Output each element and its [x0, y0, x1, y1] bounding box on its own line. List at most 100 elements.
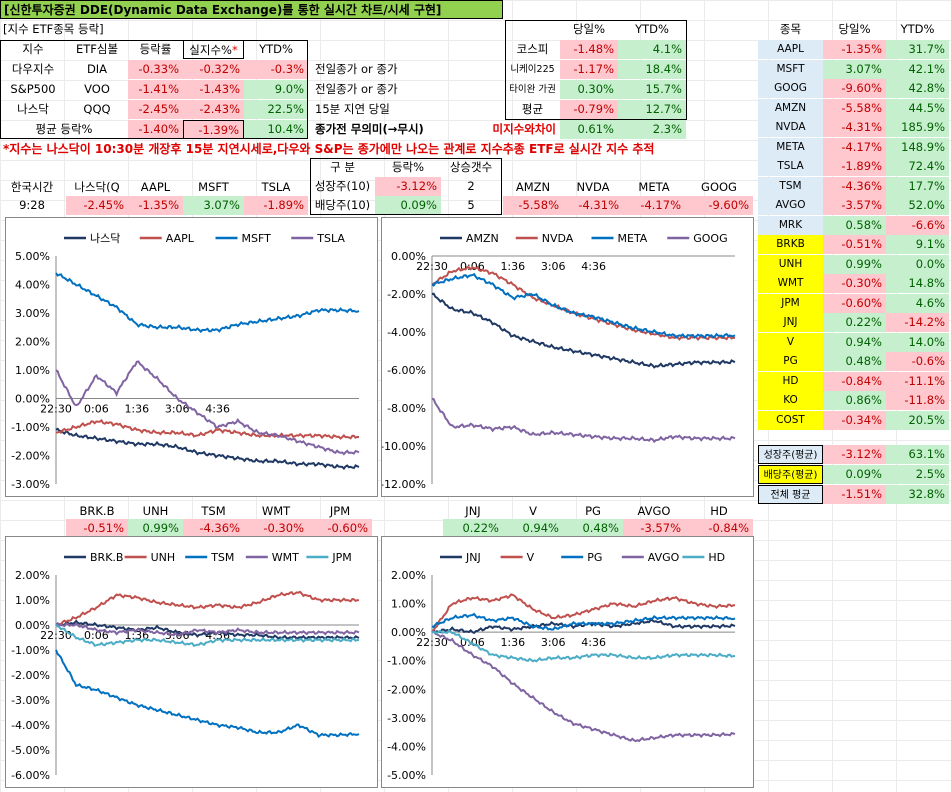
- legend-label: V: [527, 551, 535, 564]
- series-line-UNH: [55, 590, 360, 626]
- x-tick-label: 3:06: [165, 403, 190, 416]
- stock-summary-day: 0.09%: [823, 465, 886, 484]
- stock-day: -0.30%: [823, 274, 886, 293]
- strip3-name: BRK.B: [79, 504, 115, 518]
- stock-name: AMZN: [758, 98, 823, 118]
- legend-label: AAPL: [166, 232, 195, 245]
- index-avg-change: -1.40%: [128, 120, 183, 139]
- series-line-WMT: [55, 621, 360, 637]
- x-tick-label: 1:36: [500, 636, 525, 649]
- chart-nasdaq-mega[interactable]: 5.00% 4.00% 3.00% 2.00% 1.00% 0.00% -1.00% -2.0…: [5, 217, 378, 497]
- stock-ytd: 14.8%: [886, 274, 949, 293]
- korea-diff-label: 미지수와차이: [492, 122, 556, 136]
- series-line-GOOG: [431, 397, 736, 444]
- y-tick-label: 2.00%: [15, 569, 50, 582]
- legend-label: HD: [708, 551, 725, 564]
- stock-ytd: 9.1%: [886, 235, 949, 254]
- stock-ytd: -11.8%: [886, 391, 949, 410]
- stock-ytd: 17.7%: [886, 176, 949, 196]
- chart-dividend-2[interactable]: 2.00% 1.00% 0.00% -1.00% -2.00% -3.00% -4.00% -…: [381, 536, 754, 788]
- stock-day: 0.99%: [823, 254, 886, 274]
- series-line-MSFT: [55, 272, 360, 334]
- stock-ytd: 72.4%: [886, 157, 949, 176]
- korea-ytd: 15.7%: [618, 80, 686, 99]
- stock-ytd: 42.1%: [886, 59, 949, 79]
- stock-name: TSM: [758, 176, 823, 196]
- stock-day: 0.48%: [823, 352, 886, 371]
- legend-label: AMZN: [466, 232, 499, 245]
- korea-day: -0.79%: [560, 100, 618, 119]
- stock-name: GOOG: [758, 79, 823, 98]
- x-tick-label: 22:30: [416, 636, 448, 649]
- legend-label: BRK.B: [90, 551, 123, 564]
- index-header: ETF심볼: [75, 42, 119, 56]
- y-tick-label: -2.00%: [387, 683, 426, 696]
- index-avg-ytd: 10.4%: [244, 120, 308, 139]
- stock-summary-name: 배당주(평균): [758, 465, 823, 484]
- y-tick-label: 0.00%: [391, 626, 426, 639]
- strip3-value: -0.60%: [308, 519, 372, 538]
- index-caption: [지수 ETF종목 등락]: [3, 22, 104, 36]
- chart-growth[interactable]: 0.00% -2.00% -4.00% -6.00% -8.00% -10.00% -12.…: [381, 217, 754, 497]
- series-line-AAPL: [55, 418, 360, 440]
- x-tick-label: 3:06: [541, 636, 566, 649]
- korea-ytd: 4.1%: [618, 40, 686, 59]
- stock-name: KO: [758, 391, 823, 410]
- korea-diff-ytd: 2.3%: [618, 120, 686, 139]
- index-change: -2.45%: [128, 100, 183, 119]
- index-etf: VOO: [84, 82, 110, 96]
- y-tick-label: 5.00%: [15, 250, 50, 263]
- x-tick-label: 0:06: [84, 629, 109, 642]
- strip3-name: TSM: [201, 504, 226, 518]
- strip4-value: 0.22%: [443, 519, 503, 538]
- strip4-name: AVGO: [637, 504, 671, 518]
- korea-day: 0.30%: [560, 80, 618, 99]
- legend-label: GOOG: [693, 232, 727, 245]
- stock-ytd: 14.0%: [886, 332, 949, 352]
- strip3-name: UNH: [142, 504, 169, 518]
- series-line-PG: [431, 612, 736, 631]
- stock-day: -4.36%: [823, 176, 886, 196]
- y-tick-label: -10.00%: [382, 440, 426, 453]
- y-tick-label: -1.00%: [387, 655, 426, 668]
- y-tick-label: 0.00%: [15, 393, 50, 406]
- korea-name: 타이완 가권: [509, 84, 556, 95]
- y-tick-label: 4.00%: [15, 279, 50, 292]
- x-tick-label: 22:30: [416, 260, 448, 273]
- index-avg-note: 종가전 무의미(→무시): [315, 122, 424, 136]
- stock-day: -0.84%: [823, 371, 886, 391]
- index-real: -2.43%: [183, 100, 244, 119]
- gd-name: 성장주(10): [314, 179, 371, 193]
- index-change: -1.41%: [128, 80, 183, 99]
- korea-ytd: 18.4%: [618, 60, 686, 79]
- stock-ytd: 44.5%: [886, 98, 949, 118]
- strip1-value: 3.07%: [183, 196, 244, 215]
- strip1-name: MSFT: [198, 180, 229, 194]
- stock-name: TSLA: [758, 157, 823, 176]
- stock-day: -4.31%: [823, 118, 886, 137]
- strip1-name: 나스닥(Q: [74, 180, 120, 194]
- y-tick-label: -12.00%: [382, 478, 426, 491]
- y-tick-label: -4.00%: [387, 740, 426, 753]
- stock-ytd: 20.5%: [886, 410, 949, 430]
- series-line-AMZN: [431, 292, 736, 369]
- strip2-name: META: [638, 180, 670, 194]
- chart-dividend-1[interactable]: 2.00% 1.00% 0.00% -1.00% -2.00% -3.00% -4.00% -…: [5, 536, 378, 788]
- gd-change: 0.09%: [375, 196, 441, 215]
- stock-name: META: [758, 137, 823, 157]
- index-name: S&P500: [10, 82, 56, 96]
- series-line-JPM: [55, 624, 360, 648]
- y-tick-label: -2.00%: [11, 450, 50, 463]
- series-line-JNJ: [431, 618, 736, 635]
- legend-label: WMT: [272, 551, 299, 564]
- x-tick-label: 1:36: [124, 403, 149, 416]
- stock-day: -0.51%: [823, 235, 886, 254]
- stock-name: BRKB: [758, 235, 823, 254]
- y-tick-label: 2.00%: [391, 569, 426, 582]
- stock-day: -3.57%: [823, 196, 886, 215]
- index-real: -0.32%: [183, 60, 244, 79]
- stock-ytd: 0.0%: [886, 254, 949, 274]
- strip2-name: NVDA: [576, 180, 610, 194]
- korea-time-value: 9:28: [19, 198, 45, 212]
- strip1-name: TSLA: [261, 180, 291, 194]
